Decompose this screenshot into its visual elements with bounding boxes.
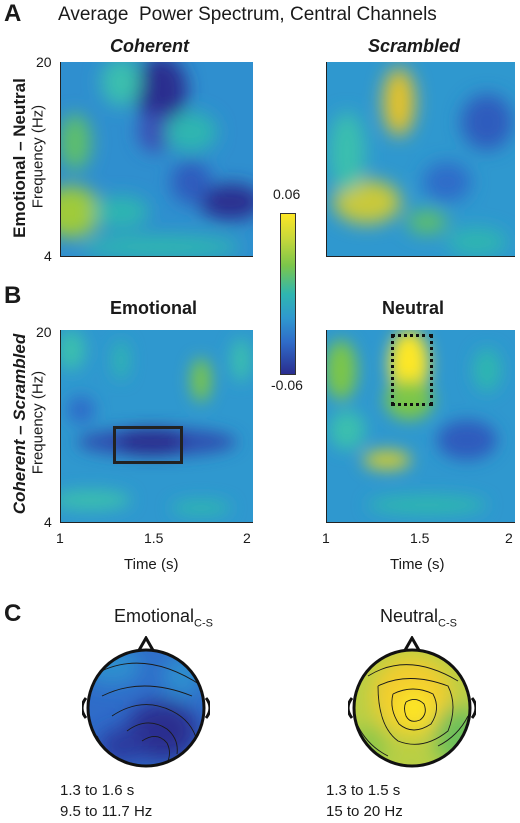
row-b-col2-xtick-2: 2 [505,530,513,546]
topo-right-time: 1.3 to 1.5 s [326,782,401,799]
heatmap-scrambled-svg [327,62,515,256]
row-b-col1-xtick-2: 2 [243,530,251,546]
row-b-col1-title: Emotional [110,298,198,318]
heatmap-emotional [60,330,253,523]
panel-c-letter: C [4,600,22,627]
colorbar-max-label: 0.06 [273,186,301,202]
topo-right-caption: 1.3 to 1.5 s 15 to 20 Hz [326,780,403,822]
colorbar [280,213,296,375]
heatmap-neutral-svg [327,330,515,522]
topomap-emotional-svg [80,634,212,768]
topo-left-caption: 1.3 to 1.6 s 9.5 to 11.7 Hz [60,780,152,822]
row-a-y-label: Frequency (Hz) [29,104,47,209]
row-b-col2-xtick-15: 1.5 [410,530,430,546]
row-a-col1-title: Coherent [110,36,190,56]
row-b-col1-xtick-15: 1.5 [144,530,164,546]
topomap-neutral-svg [346,634,478,768]
row-b-col1-x-label: Time (s) [124,556,179,573]
panel-a-letter: A [4,0,22,27]
row-b-y-label: Frequency (Hz) [29,370,47,475]
heatmap-coherent-svg [61,62,253,256]
figure-title: Average Power Spectrum, Central Channels [58,4,437,25]
row-b-col2-title: Neutral [382,298,445,318]
heatmap-neutral [326,330,515,523]
topo-right-title: NeutralC-S [380,606,457,630]
topomap-emotional [80,634,212,770]
topo-left-freq: 9.5 to 11.7 Hz [60,803,153,820]
roi-box-neutral [391,334,433,406]
colorbar-min-label: -0.06 [271,377,303,393]
row-b-ytick-bottom: 4 [44,514,52,530]
row-a-ytick-top: 20 [36,54,52,70]
topomap-neutral [346,634,478,770]
row-b-ytick-top: 20 [36,324,52,340]
topo-left-title-main: Emotional [114,606,195,626]
heatmap-coherent [60,62,253,257]
row-b-col2-x-label: Time (s) [390,556,445,573]
topo-left-time: 1.3 to 1.6 s [60,782,135,799]
topo-left-title: EmotionalC-S [114,606,213,630]
row-a-ytick-bottom: 4 [44,248,52,264]
row-b-col2-xtick-1: 1 [322,530,330,546]
topo-right-title-main: Neutral [380,606,439,626]
heatmap-emotional-svg [61,330,253,522]
panel-b-letter: B [4,282,22,309]
topo-right-title-sub: C-S [438,617,457,630]
topo-left-title-sub: C-S [194,617,213,630]
heatmap-scrambled [326,62,515,257]
row-b-col1-xtick-1: 1 [56,530,64,546]
topo-right-freq: 15 to 20 Hz [326,803,403,820]
row-a-col2-title: Scrambled [368,36,461,56]
roi-box-emotional [113,426,183,464]
